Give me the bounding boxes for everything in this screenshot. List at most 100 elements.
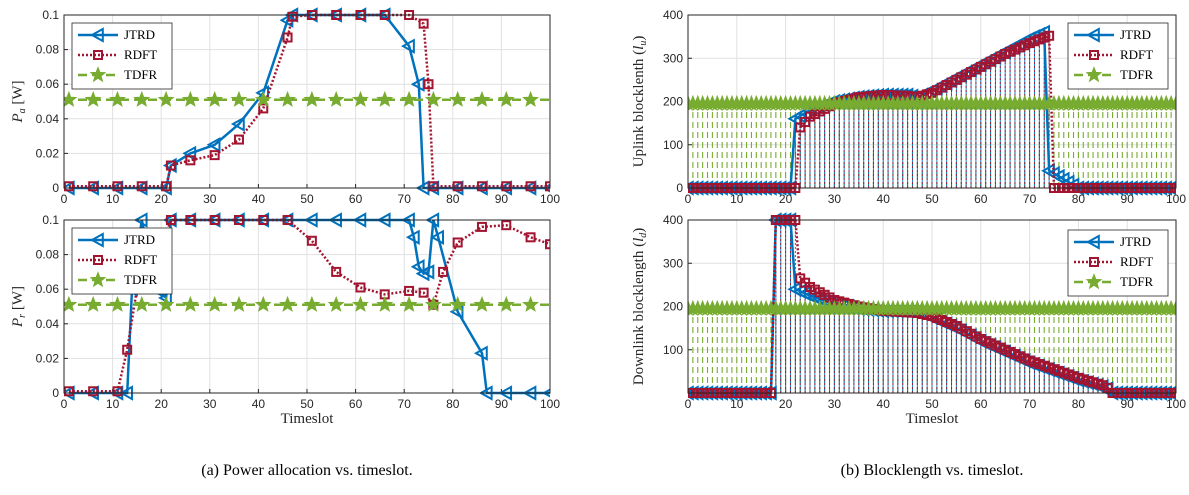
x-tick-label: 70	[1023, 192, 1037, 206]
data-point-jtrd	[430, 229, 445, 245]
x-tick-label: 30	[828, 192, 842, 206]
data-point-tdfr	[327, 90, 345, 107]
data-point-jtrd	[230, 116, 245, 132]
legend-label-rdft: RDFT	[1120, 254, 1153, 269]
data-point-rdft	[452, 237, 463, 248]
legend: JTRD RDFT TDFR	[71, 22, 173, 90]
data-point-tdfr	[181, 90, 199, 107]
legend-label-jtrd: JTRD	[124, 27, 155, 42]
data-point-rdft	[501, 181, 512, 192]
data-point-rdft	[165, 160, 176, 171]
data-point-tdfr	[351, 295, 369, 312]
x-tick-label: 80	[446, 397, 460, 411]
caption-left: (a) Power allocation vs. timeslot.	[201, 462, 413, 479]
y-axis-label-sub: r	[17, 314, 28, 318]
data-point-rdft	[258, 103, 269, 114]
data-point-rdft	[1044, 30, 1055, 41]
legend-label-rdft: RDFT	[1120, 47, 1153, 62]
y-tick-label: 0.04	[36, 317, 60, 331]
data-point-jtrd	[405, 229, 420, 245]
data-point-rdft	[112, 181, 123, 192]
y-tick-label: 0.1	[42, 213, 59, 227]
legend: JTRD RDFT TDFR	[71, 227, 173, 295]
y-axis-label-text: Uplink blocklenth (	[631, 50, 647, 167]
data-point-rdft	[545, 239, 550, 250]
x-tick-label: 100	[540, 192, 560, 206]
data-point-tdfr	[303, 295, 321, 312]
legend: JTRD RDFT TDFR	[1067, 229, 1169, 297]
x-tick-label: 0	[61, 192, 68, 206]
y-tick-label: 0.1	[42, 8, 59, 22]
data-point-rdft	[331, 266, 342, 277]
x-tick-label: 0	[685, 192, 692, 206]
y-tick-label: 0	[52, 181, 59, 195]
y-tick-label: 300	[663, 51, 683, 65]
y-axis-label-var: P	[10, 318, 26, 328]
x-tick-label: 60	[349, 192, 363, 206]
data-point-tdfr	[1167, 94, 1176, 111]
x-tick-label: 30	[203, 397, 217, 411]
y-tick-label: 0.08	[36, 248, 60, 262]
data-point-rdft	[545, 181, 550, 192]
data-point-rdft	[404, 285, 415, 296]
y-axis-label-var: P	[10, 113, 26, 123]
legend-label-tdfr: TDFR	[1120, 67, 1154, 82]
legend-label-jtrd: JTRD	[1120, 234, 1151, 249]
y-tick-label: 0.06	[36, 77, 60, 91]
x-axis-label: Timeslot	[906, 411, 960, 427]
y-axis-label-unit: )	[631, 228, 647, 233]
x-tick-label: 90	[495, 397, 509, 411]
caption-right: (b) Blocklength vs. timeslot.	[841, 462, 1024, 479]
x-tick-label: 20	[779, 192, 793, 206]
x-tick-label: 30	[828, 397, 842, 411]
y-axis-label-sub: u	[638, 41, 649, 46]
x-tick-label: 40	[877, 397, 891, 411]
x-tick-label: 70	[398, 192, 412, 206]
data-point-jtrd	[420, 264, 435, 280]
y-axis-label-unit: )	[631, 36, 647, 41]
y-axis-label-var: l	[631, 238, 647, 242]
data-point-tdfr	[133, 90, 151, 107]
x-tick-label: 30	[203, 192, 217, 206]
data-point-tdfr	[497, 295, 515, 312]
data-point-tdfr	[449, 295, 467, 312]
plot-frame	[63, 14, 551, 189]
data-point-rdft	[476, 221, 487, 232]
x-tick-label: 80	[446, 192, 460, 206]
chart-pa: 0 10 20 30 40 50 60 70 80 90 100 0 0.02 0.04 0.06 0.08 0…	[10, 7, 560, 206]
series-line-rdft	[68, 218, 550, 393]
data-point-tdfr	[206, 295, 224, 312]
y-tick-label: 300	[663, 256, 683, 270]
legend-label-jtrd: JTRD	[1120, 27, 1151, 42]
data-point-tdfr	[64, 295, 78, 312]
legend-marker-rdft	[93, 255, 103, 265]
x-tick-label: 20	[155, 397, 169, 411]
data-point-rdft	[428, 181, 439, 192]
legend-label-rdft: RDFT	[124, 47, 157, 62]
y-tick-label: 100	[663, 343, 683, 357]
plot-frame	[687, 14, 1177, 189]
data-point-tdfr	[522, 295, 540, 312]
data-point-rdft	[136, 181, 147, 192]
x-tick-label: 90	[1121, 397, 1135, 411]
x-tick-label: 50	[300, 397, 314, 411]
x-tick-label: 50	[925, 397, 939, 411]
data-point-tdfr	[1167, 299, 1176, 316]
legend-label-rdft: RDFT	[124, 252, 157, 267]
series-line-rdft	[68, 13, 550, 188]
x-tick-label: 10	[730, 397, 744, 411]
plot-frame	[63, 219, 551, 394]
legend-marker-rdft	[1089, 257, 1099, 267]
data-point-rdft	[423, 79, 434, 90]
data-layer	[688, 212, 1176, 401]
y-axis-label-sub: a	[17, 108, 28, 113]
x-tick-label: 10	[730, 192, 744, 206]
x-tick-label: 10	[106, 192, 120, 206]
data-point-rdft	[287, 11, 298, 22]
y-axis-label-sub: d	[638, 232, 649, 238]
legend-marker-jtrd	[89, 27, 104, 43]
x-axis-label: Timeslot	[281, 411, 335, 427]
x-tick-label: 0	[61, 397, 68, 411]
data-point-tdfr	[497, 90, 515, 107]
y-tick-label: 0.02	[36, 351, 60, 365]
